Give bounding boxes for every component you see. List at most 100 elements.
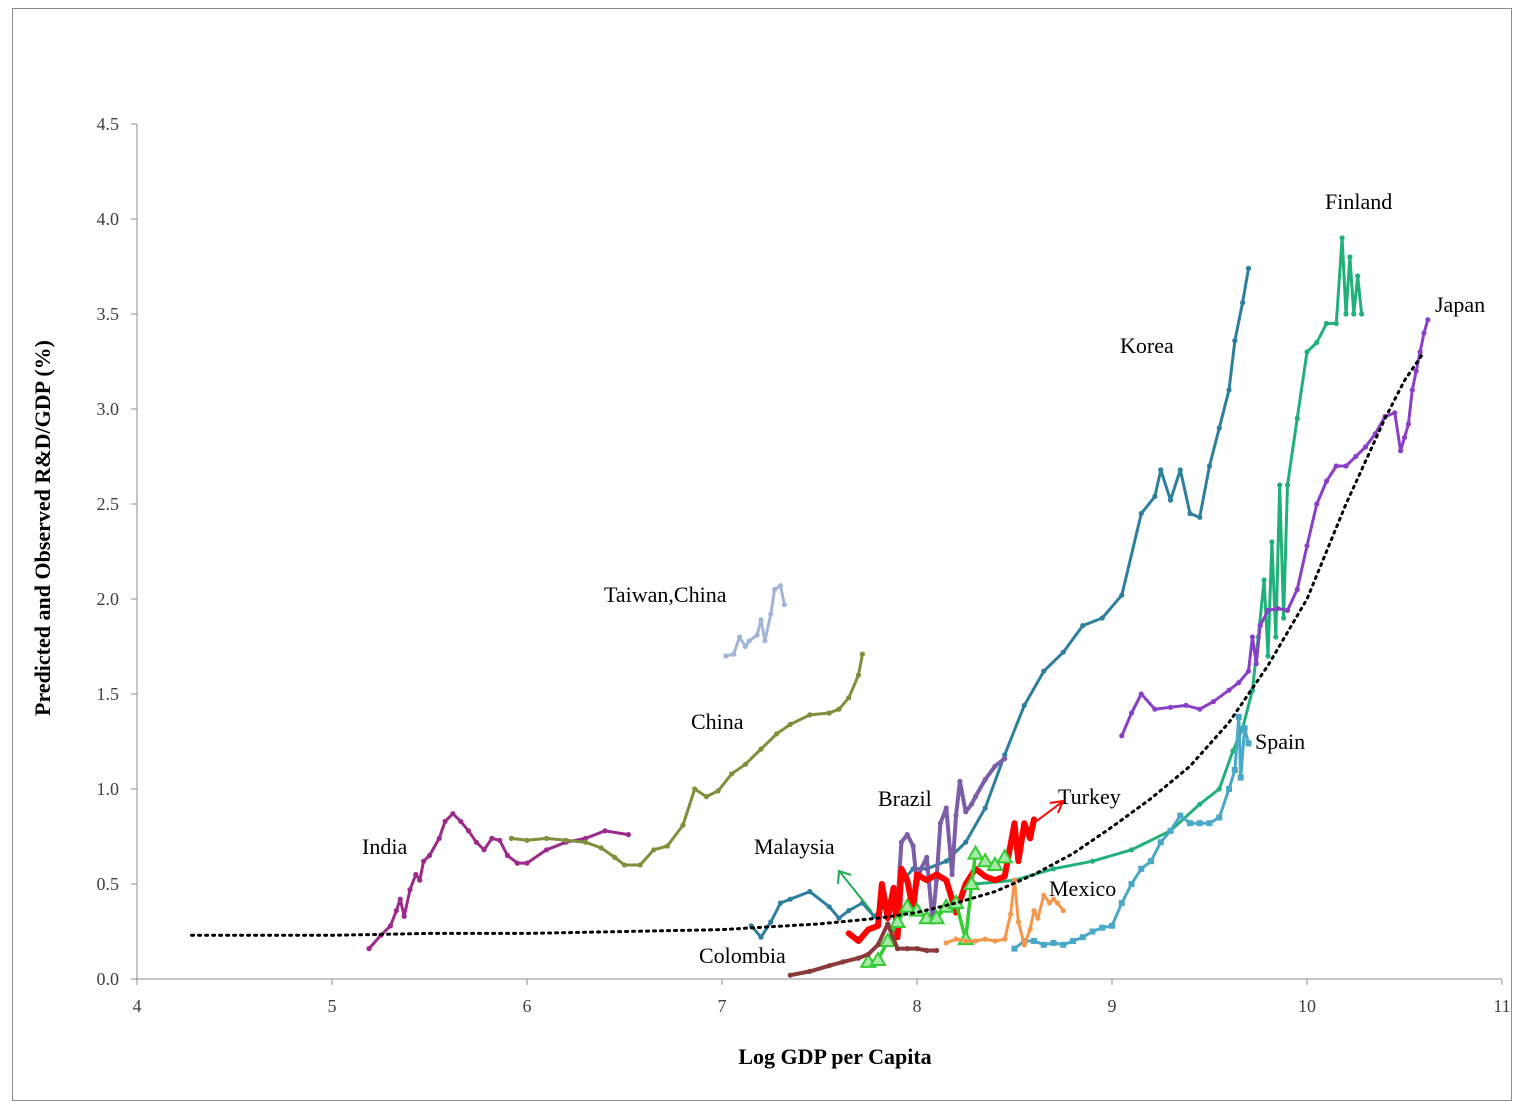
data-point [1265,607,1271,614]
data-point [924,947,930,954]
data-point [1401,434,1408,441]
data-point [1099,615,1105,621]
data-point [943,858,949,864]
label-india: India [362,834,407,859]
data-point [473,839,479,845]
label-china: China [691,709,744,734]
data-point [963,938,969,944]
data-point [885,921,891,927]
data-point [1339,235,1345,241]
data-point [1232,338,1238,344]
data-point [366,946,372,952]
data-point [865,951,871,957]
data-point [458,818,464,824]
data-point [1118,900,1125,906]
data-point [933,871,940,878]
data-point [1392,410,1398,416]
data-point [1294,586,1300,593]
data-point [1060,908,1066,914]
series-spain [1011,713,1252,952]
data-point [1099,924,1106,931]
data-point [966,844,985,860]
data-point [1167,704,1174,710]
data-point [1138,691,1144,697]
data-point [1183,702,1189,709]
data-point [1015,919,1022,925]
data-point [582,839,589,845]
series-line-predicted [190,350,1426,937]
series-mexico [943,877,1066,948]
y-tick-label: 1.5 [97,684,120,704]
series-korea [748,265,1252,940]
data-point [1152,493,1158,499]
series-japan [1119,317,1431,739]
turkey-arrow [1029,799,1065,827]
x-tick-label: 9 [1108,996,1117,1016]
data-point [869,951,887,966]
data-point [1157,839,1164,846]
data-point [924,854,930,861]
data-point [436,835,442,842]
data-point [407,887,413,893]
data-point [846,908,852,914]
data-point [1138,865,1145,872]
data-point [504,852,511,859]
data-point [1236,680,1242,686]
data-point [746,638,752,644]
data-point [937,820,944,826]
data-point [875,942,881,948]
data-point [1216,425,1222,431]
data-point [664,843,671,849]
data-point [972,794,979,800]
data-point [1002,752,1008,758]
data-point [1257,623,1263,629]
series-layer [190,235,1431,978]
data-point [1413,368,1419,374]
data-point [508,835,514,842]
data-point [777,900,784,906]
data-point [1333,320,1339,327]
data-point [1021,702,1027,709]
data-point [703,794,710,800]
data-point [1041,668,1047,674]
y-tick-label: 2.0 [97,589,120,609]
data-point [943,940,949,946]
data-point [807,889,813,895]
data-point [859,651,866,657]
data-point [1206,463,1213,469]
data-point [1277,482,1283,488]
data-point [1275,605,1281,612]
data-point [992,763,998,769]
data-point [1353,453,1359,460]
data-point [1002,936,1008,942]
data-point [1031,938,1037,944]
data-point [1079,934,1086,941]
x-tick-label: 4 [133,996,142,1016]
data-point [787,896,793,902]
data-point [1359,311,1365,317]
x-tick-label: 11 [1493,996,1510,1016]
data-point [450,811,456,817]
data-point [1240,300,1246,306]
data-point [1011,820,1018,826]
series-taiwan-china [723,583,788,659]
data-point [1245,668,1252,674]
series-line-taiwan-china [724,584,786,658]
data-point [1138,510,1144,517]
series-brazil [894,756,1008,925]
data-point [1119,592,1125,598]
x-tick-label: 8 [913,996,922,1016]
data-point [953,936,959,942]
data-point [1284,607,1291,614]
data-point [465,828,472,834]
data-point [943,805,949,811]
data-point [855,672,862,678]
data-point [543,847,550,853]
data-point [894,934,901,940]
data-point [982,873,988,880]
data-point [1304,543,1310,549]
data-point [1128,881,1135,887]
x-tick-label: 7 [718,996,727,1016]
data-point [1405,421,1411,427]
